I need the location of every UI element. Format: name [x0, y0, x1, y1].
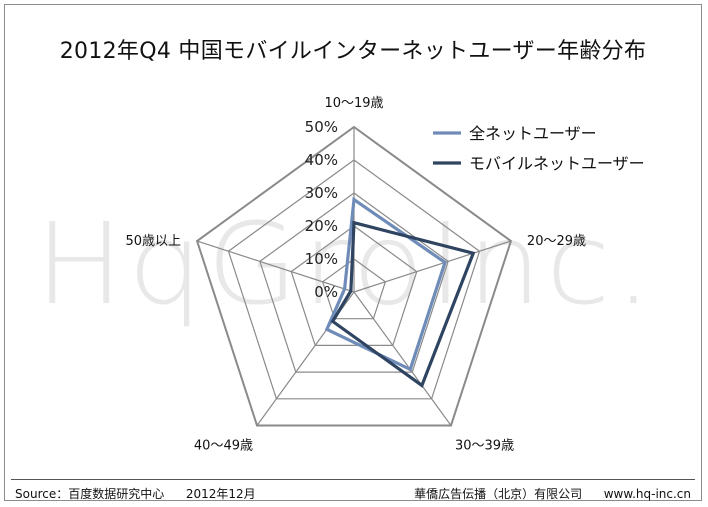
tick-label: 40% — [305, 151, 338, 169]
category-label: 20〜29歳 — [527, 234, 586, 249]
tick-label: 20% — [305, 217, 338, 235]
footer-credit: 華僑広告伝播（北京）有限公司 www.hq-inc.cn — [414, 485, 691, 502]
chart-title: 2012年Q4 中国モバイルインターネットユーザー年齢分布 — [59, 39, 647, 64]
source-label: Source：百度数据研究中心 — [15, 487, 165, 501]
grid-spoke — [353, 291, 452, 426]
tick-label: 50% — [305, 118, 338, 136]
category-label: 10〜19歳 — [324, 96, 383, 111]
category-label: 30〜39歳 — [455, 438, 514, 453]
source-date: 2012年12月 — [185, 487, 256, 501]
company-name: 華僑広告伝播（北京）有限公司 — [414, 487, 583, 501]
legend-label-1: 全ネットユーザー — [469, 124, 597, 143]
category-label: 50歳以上 — [126, 234, 182, 249]
grid-ring — [321, 258, 387, 320]
grid-spoke — [196, 240, 355, 293]
website-link[interactable]: www.hq-inc.cn — [603, 487, 691, 501]
grid-ring — [290, 225, 418, 346]
grid-ring — [195, 125, 513, 427]
grid-ring — [227, 159, 481, 400]
series-line-2 — [330, 220, 476, 388]
chart-frame: HqGroInc. 2012年Q4 中国モバイルインターネットユーザー年齢分布 … — [4, 4, 702, 501]
footer-source: Source：百度数据研究中心 2012年12月 — [15, 485, 256, 502]
category-label: 40〜49歳 — [194, 438, 253, 453]
grid-spoke — [353, 240, 512, 293]
radar-chart: 0% 10% 20% 30% 40% 50% 10〜19歳 20〜29歳 30〜39歳 40〜49… — [126, 96, 645, 453]
footer-divider — [11, 479, 695, 480]
grid-ring — [259, 192, 449, 373]
tick-label: 30% — [305, 184, 338, 202]
series-line-1 — [324, 196, 447, 372]
tick-label: 10% — [305, 250, 338, 268]
tick-label: 0% — [314, 283, 338, 301]
legend-label-2: モバイルネットユーザー — [469, 154, 645, 173]
